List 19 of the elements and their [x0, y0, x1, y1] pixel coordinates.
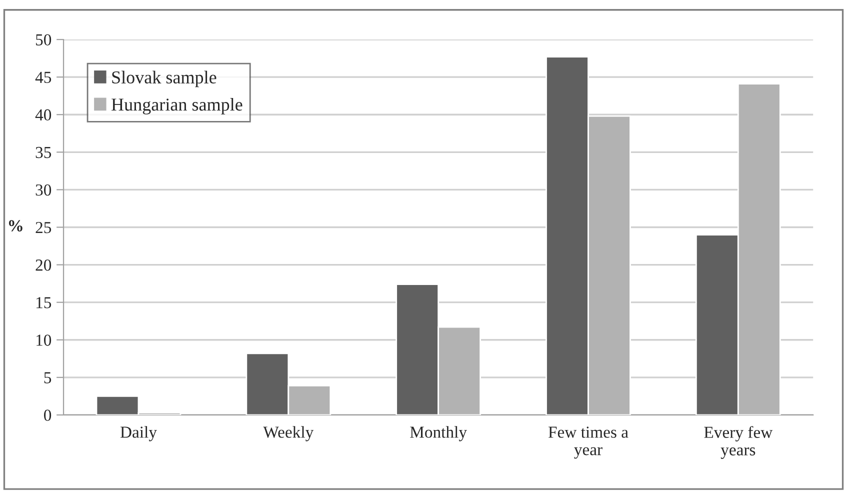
- y-tick-label: 20: [36, 259, 52, 271]
- y-tick-label: 10: [36, 334, 52, 346]
- legend-label: Hungarian sample: [112, 98, 242, 114]
- y-tick-label: 50: [36, 34, 52, 46]
- x-tick-label: Every few years: [704, 426, 773, 459]
- y-tick-label: 25: [36, 222, 52, 234]
- y-tick-label: 35: [36, 146, 52, 158]
- x-tick-label: Few times a year: [548, 426, 628, 459]
- x-tick-label: Monthly: [410, 426, 467, 442]
- y-tick-label: 30: [36, 184, 52, 196]
- legend-label: Slovak sample: [112, 70, 216, 88]
- y-tick-label: 40: [35, 109, 52, 121]
- x-tick-label: Daily: [120, 426, 157, 442]
- y-tick-label: 5: [44, 372, 52, 384]
- y-tick-label: 45: [35, 72, 52, 84]
- y-tick-label: 15: [36, 297, 52, 308]
- y-axis-title: %: [8, 220, 22, 232]
- y-tick-label: 0: [44, 410, 52, 421]
- x-tick-label: Weekly: [263, 426, 314, 442]
